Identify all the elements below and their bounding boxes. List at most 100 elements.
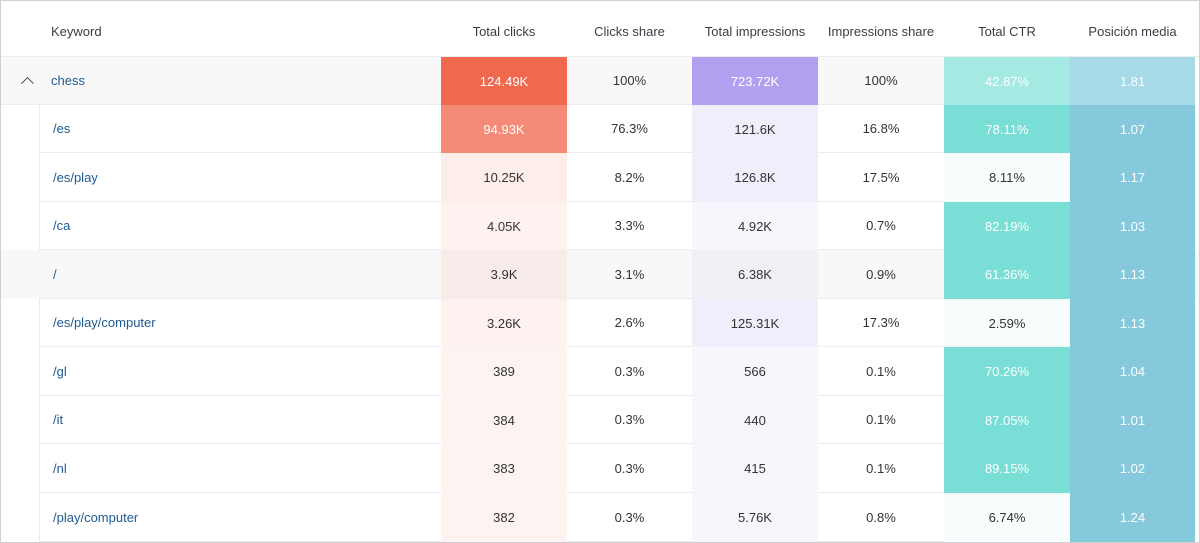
- row-posicion-media: 1.02: [1070, 444, 1195, 493]
- row-clicks-share: 3.1%: [567, 250, 692, 299]
- row-clicks-share: 0.3%: [567, 396, 692, 444]
- table-row: / 3.9K 3.1% 6.38K 0.9% 61.36% 1.13: [1, 250, 1199, 299]
- row-total-ctr-value: 87.05%: [984, 412, 1030, 428]
- row-clicks-share: 2.6%: [567, 299, 692, 347]
- row-total-impressions: 126.8K: [692, 153, 818, 202]
- row-total-clicks: 3.26K: [441, 299, 567, 347]
- row-posicion-media-value: 1.01: [1119, 412, 1146, 428]
- row-total-impressions-value: 126.8K: [734, 170, 776, 185]
- row-keyword-link[interactable]: /nl: [53, 460, 67, 476]
- row-total-impressions: 4.92K: [692, 202, 818, 250]
- row-keyword-cell[interactable]: /ca: [39, 202, 441, 250]
- header-posicion-media[interactable]: Posición media: [1070, 7, 1195, 56]
- row-impressions-share: 17.3%: [818, 299, 944, 347]
- row-keyword-link[interactable]: /es/play/computer: [53, 315, 156, 330]
- row-impressions-share: 0.7%: [818, 202, 944, 250]
- row-posicion-media-value: 1.13: [1119, 315, 1146, 331]
- header-total-impressions-label: Total impressions: [704, 24, 806, 39]
- header-clicks-share[interactable]: Clicks share: [567, 7, 692, 56]
- row-total-clicks-value: 382: [493, 510, 515, 525]
- row-posicion-media-value: 1.24: [1119, 510, 1146, 525]
- parent-posicion-media-value: 1.81: [1119, 73, 1146, 89]
- table-row: /nl 383 0.3% 415 0.1% 89.15% 1.02: [1, 444, 1199, 493]
- row-total-clicks-value: 10.25K: [483, 170, 525, 185]
- row-total-ctr: 82.19%: [944, 202, 1070, 250]
- row-total-clicks-value: 3.26K: [487, 315, 521, 331]
- row-keyword-link[interactable]: /ca: [53, 218, 71, 233]
- row-keyword-cell[interactable]: /es/play: [39, 153, 441, 202]
- row-total-clicks: 384: [441, 396, 567, 444]
- row-total-clicks: 4.05K: [441, 202, 567, 250]
- row-keyword-link[interactable]: /es: [53, 121, 71, 136]
- row-keyword-link[interactable]: /it: [53, 412, 64, 427]
- row-total-impressions: 440: [692, 396, 818, 444]
- row-total-ctr-value: 61.36%: [984, 267, 1030, 282]
- row-clicks-share-value: 2.6%: [614, 315, 645, 330]
- parent-keyword-cell[interactable]: chess: [1, 57, 441, 105]
- row-posicion-media-value: 1.07: [1119, 121, 1146, 137]
- row-total-ctr: 8.11%: [944, 153, 1070, 202]
- table-header: Keyword Total clicks Clicks share Total …: [1, 7, 1199, 57]
- row-impressions-share: 0.8%: [818, 493, 944, 542]
- row-total-clicks-value: 389: [493, 364, 515, 379]
- parent-total-clicks-value: 124.49K: [479, 73, 529, 89]
- row-total-ctr: 87.05%: [944, 396, 1070, 444]
- row-total-impressions: 566: [692, 347, 818, 396]
- header-impressions-share-label: Impressions share: [827, 24, 935, 39]
- row-total-impressions-value: 125.31K: [730, 315, 780, 331]
- parent-keyword-link[interactable]: chess: [51, 73, 85, 88]
- row-posicion-media: 1.07: [1070, 105, 1195, 153]
- row-impressions-share-value: 0.1%: [866, 412, 896, 427]
- parent-total-ctr: 42.87%: [944, 57, 1070, 105]
- row-keyword-cell[interactable]: /: [39, 250, 441, 299]
- row-impressions-share-value: 0.1%: [866, 363, 896, 379]
- row-total-clicks: 389: [441, 347, 567, 396]
- header-impressions-share[interactable]: Impressions share: [818, 7, 944, 56]
- row-keyword-cell[interactable]: /es/play/computer: [39, 299, 441, 347]
- row-posicion-media: 1.13: [1070, 250, 1195, 299]
- row-clicks-share: 3.3%: [567, 202, 692, 250]
- row-clicks-share: 0.3%: [567, 347, 692, 396]
- row-keyword-cell[interactable]: /nl: [39, 444, 441, 493]
- header-total-clicks[interactable]: Total clicks: [441, 7, 567, 56]
- row-impressions-share-value: 0.7%: [866, 218, 896, 233]
- parent-total-clicks: 124.49K: [441, 57, 567, 105]
- row-keyword-cell[interactable]: /play/computer: [39, 493, 441, 542]
- row-clicks-share-value: 3.1%: [614, 266, 645, 282]
- row-total-ctr: 6.74%: [944, 493, 1070, 542]
- chevron-up-icon[interactable]: [21, 76, 34, 90]
- row-keyword-link[interactable]: /play/computer: [53, 509, 139, 525]
- row-clicks-share-value: 0.3%: [614, 460, 645, 476]
- row-keyword-link[interactable]: /es/play: [53, 169, 98, 185]
- row-keyword-link[interactable]: /gl: [53, 363, 67, 379]
- header-total-ctr[interactable]: Total CTR: [944, 7, 1070, 56]
- row-posicion-media: 1.24: [1070, 493, 1195, 542]
- row-total-ctr: 61.36%: [944, 250, 1070, 299]
- tree-guide-line: [39, 105, 40, 542]
- row-impressions-share: 17.5%: [818, 153, 944, 202]
- row-total-clicks: 3.9K: [441, 250, 567, 299]
- row-posicion-media: 1.17: [1070, 153, 1195, 202]
- row-clicks-share-value: 8.2%: [614, 169, 645, 185]
- row-keyword-link[interactable]: /: [53, 266, 57, 282]
- row-total-clicks: 94.93K: [441, 105, 567, 153]
- row-impressions-share-value: 17.5%: [862, 169, 900, 185]
- row-posicion-media: 1.04: [1070, 347, 1195, 396]
- row-total-impressions-value: 6.38K: [738, 267, 772, 282]
- row-total-clicks-value: 384: [493, 412, 515, 428]
- header-total-impressions[interactable]: Total impressions: [692, 7, 818, 56]
- row-total-impressions: 415: [692, 444, 818, 493]
- row-keyword-cell[interactable]: /gl: [39, 347, 441, 396]
- row-total-clicks-value: 383: [493, 461, 515, 476]
- row-clicks-share: 0.3%: [567, 444, 692, 493]
- row-posicion-media: 1.01: [1070, 396, 1195, 444]
- row-total-impressions: 125.31K: [692, 299, 818, 347]
- row-keyword-cell[interactable]: /es: [39, 105, 441, 153]
- header-keyword[interactable]: Keyword: [1, 7, 441, 56]
- row-keyword-cell[interactable]: /it: [39, 396, 441, 444]
- row-total-impressions-value: 440: [744, 412, 766, 428]
- row-impressions-share-value: 17.3%: [862, 315, 900, 330]
- row-total-impressions-value: 5.76K: [738, 510, 772, 525]
- row-impressions-share: 0.9%: [818, 250, 944, 299]
- table-row-parent: chess 124.49K 100% 723.72K 100% 42.87% 1…: [1, 57, 1199, 105]
